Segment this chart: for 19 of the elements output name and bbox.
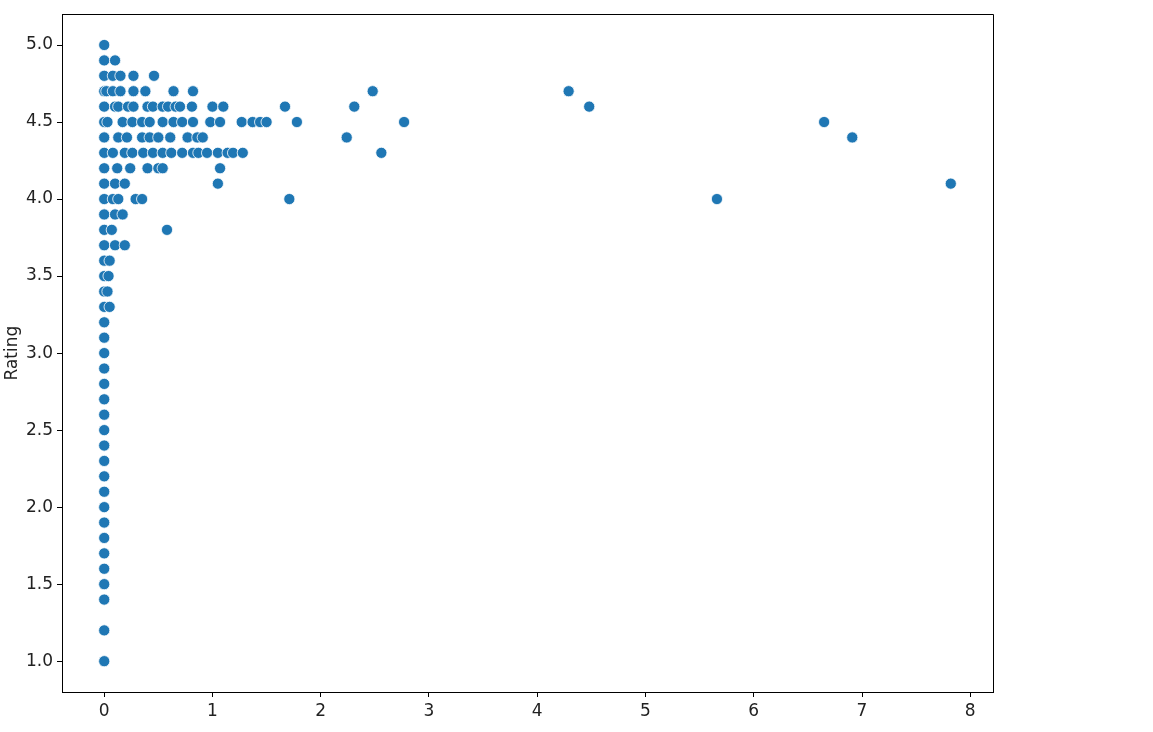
y-tick-label: 3.0: [25, 341, 53, 362]
x-tick-label: 1: [207, 699, 218, 720]
y-tick-label: 5.0: [25, 33, 53, 54]
x-tick-label: 4: [531, 699, 543, 720]
x-tick-label: 2: [315, 699, 327, 720]
y-axis-title: Rating: [0, 325, 21, 381]
y-tick-label: 4.0: [25, 187, 53, 208]
y-tick-label: 2.0: [25, 495, 53, 516]
y-tick-label: 2.5: [25, 418, 53, 439]
x-tick-label: 0: [98, 699, 110, 720]
x-tick-label: 6: [748, 699, 760, 720]
y-tick-label: 4.5: [25, 110, 53, 131]
x-tick-label: 3: [423, 699, 435, 720]
x-tick-label: 7: [856, 699, 868, 720]
x-tick-label: 8: [964, 699, 976, 720]
y-tick-label: 1.5: [25, 572, 53, 593]
y-tick-label: 1.0: [25, 649, 53, 670]
y-tick-label: 3.5: [25, 264, 53, 285]
x-tick-label: 5: [640, 699, 651, 720]
